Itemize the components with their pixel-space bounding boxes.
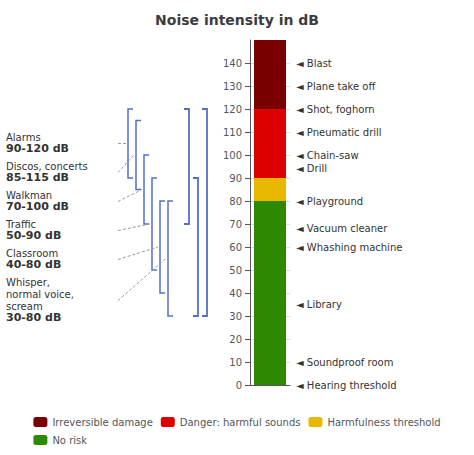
svg-text:100: 100	[223, 150, 242, 161]
svg-text:0: 0	[236, 380, 242, 391]
svg-text:Discos, concerts: Discos, concerts	[6, 161, 88, 172]
svg-text:10: 10	[229, 357, 242, 368]
svg-text:◄ Shot, foghorn: ◄ Shot, foghorn	[296, 104, 375, 115]
svg-text:◄ Whashing machine: ◄ Whashing machine	[296, 242, 402, 253]
svg-text:◄ Pneumatic drill: ◄ Pneumatic drill	[296, 127, 382, 138]
svg-text:30-80 dB: 30-80 dB	[6, 311, 61, 324]
svg-text:120: 120	[223, 104, 242, 115]
svg-text:Harmfulness threshold: Harmfulness threshold	[327, 417, 440, 428]
svg-text:90-120 dB: 90-120 dB	[6, 142, 69, 155]
svg-text:40: 40	[229, 288, 242, 299]
svg-text:Traffic: Traffic	[5, 219, 36, 230]
svg-text:Alarms: Alarms	[6, 132, 41, 143]
svg-text:85-115 dB: 85-115 dB	[6, 171, 69, 184]
svg-text:90: 90	[229, 173, 242, 184]
svg-text:◄ Vacuum cleaner: ◄ Vacuum cleaner	[296, 223, 388, 234]
svg-text:Walkman: Walkman	[6, 190, 52, 201]
svg-text:20: 20	[229, 334, 242, 345]
svg-text:50-90 dB: 50-90 dB	[6, 229, 61, 242]
svg-text:Noise intensity in dB: Noise intensity in dB	[155, 12, 319, 28]
svg-text:Classroom: Classroom	[6, 248, 58, 259]
svg-text:70: 70	[229, 219, 242, 230]
svg-text:◄ Playground: ◄ Playground	[296, 196, 363, 207]
svg-text:130: 130	[223, 81, 242, 92]
svg-text:◄ Blast: ◄ Blast	[296, 58, 332, 69]
svg-text:40-80 dB: 40-80 dB	[6, 258, 61, 271]
svg-text:Danger: harmful sounds: Danger: harmful sounds	[180, 417, 301, 428]
svg-text:60: 60	[229, 242, 242, 253]
svg-text:◄ Plane take off: ◄ Plane take off	[296, 81, 376, 92]
svg-text:normal voice,: normal voice,	[6, 289, 74, 300]
svg-text:Whisper,: Whisper,	[6, 277, 50, 288]
svg-text:Irreversible damage: Irreversible damage	[52, 417, 152, 428]
svg-text:◄ Library: ◄ Library	[296, 299, 342, 310]
svg-text:140: 140	[223, 58, 242, 69]
svg-text:scream: scream	[6, 301, 43, 312]
svg-text:◄ Drill: ◄ Drill	[296, 163, 327, 174]
svg-text:50: 50	[229, 265, 242, 276]
svg-text:◄ Soundproof room: ◄ Soundproof room	[296, 357, 393, 368]
svg-text:◄ Hearing threshold: ◄ Hearing threshold	[296, 380, 397, 391]
svg-text:◄ Chain-saw: ◄ Chain-saw	[296, 150, 359, 161]
svg-text:30: 30	[229, 311, 242, 322]
svg-text:110: 110	[223, 127, 242, 138]
svg-text:70-100 dB: 70-100 dB	[6, 200, 69, 213]
svg-text:No risk: No risk	[52, 435, 87, 446]
svg-text:80: 80	[229, 196, 242, 207]
